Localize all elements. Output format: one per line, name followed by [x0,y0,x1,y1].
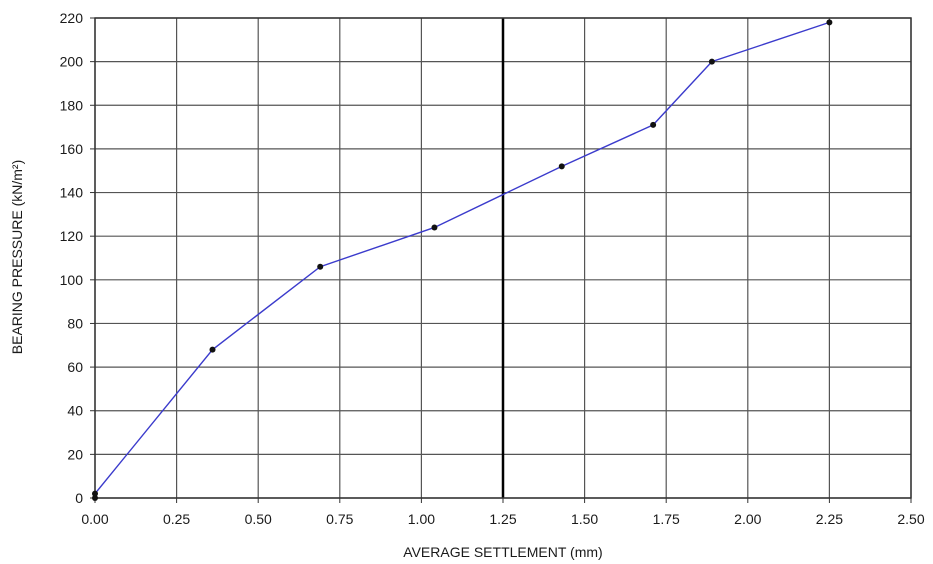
x-tick-label: 2.50 [897,511,924,527]
x-tick-label: 0.50 [245,511,272,527]
y-tick-label: 20 [67,446,83,462]
data-point [708,58,715,65]
y-tick-label: 100 [60,272,84,288]
data-point [826,19,833,26]
y-tick-label: 0 [75,490,83,506]
x-tick-label: 2.25 [816,511,843,527]
x-tick-label: 1.50 [571,511,598,527]
data-point [92,490,98,497]
y-tick-label: 220 [60,10,84,26]
y-axis-title: BEARING PRESSURE (kN/m²) [9,160,25,354]
y-tick-label: 200 [60,54,84,70]
x-tick-label: 2.00 [734,511,761,527]
y-tick-labels: 0 20 40 60 80 100 120 140 160 180 200 220 [60,10,84,506]
data-point [431,224,438,231]
data-series [92,19,833,501]
data-point [209,346,216,353]
y-tick-label: 140 [60,185,84,201]
x-tick-label: 0.75 [326,511,353,527]
x-tick-label: 1.00 [408,511,435,527]
x-tick-labels: 0.00 0.25 0.50 0.75 1.00 1.25 1.50 1.75 2.00 2.25… [81,511,924,527]
y-tick-label: 80 [67,315,83,331]
data-point [650,121,657,128]
x-tick-label: 0.00 [81,511,108,527]
y-tick-label: 120 [60,228,84,244]
x-tick-label: 0.25 [163,511,190,527]
data-point [558,163,565,170]
x-tick-label: 1.75 [653,511,680,527]
data-point [317,263,324,270]
x-tick-label: 1.25 [489,511,516,527]
y-tick-label: 60 [67,359,83,375]
x-axis-title: AVERAGE SETTLEMENT (mm) [403,544,602,560]
y-tick-label: 180 [60,97,84,113]
y-tick-label: 160 [60,141,84,157]
data-point [92,495,98,501]
plot-frame [94,17,912,499]
y-tick-label: 40 [67,403,83,419]
